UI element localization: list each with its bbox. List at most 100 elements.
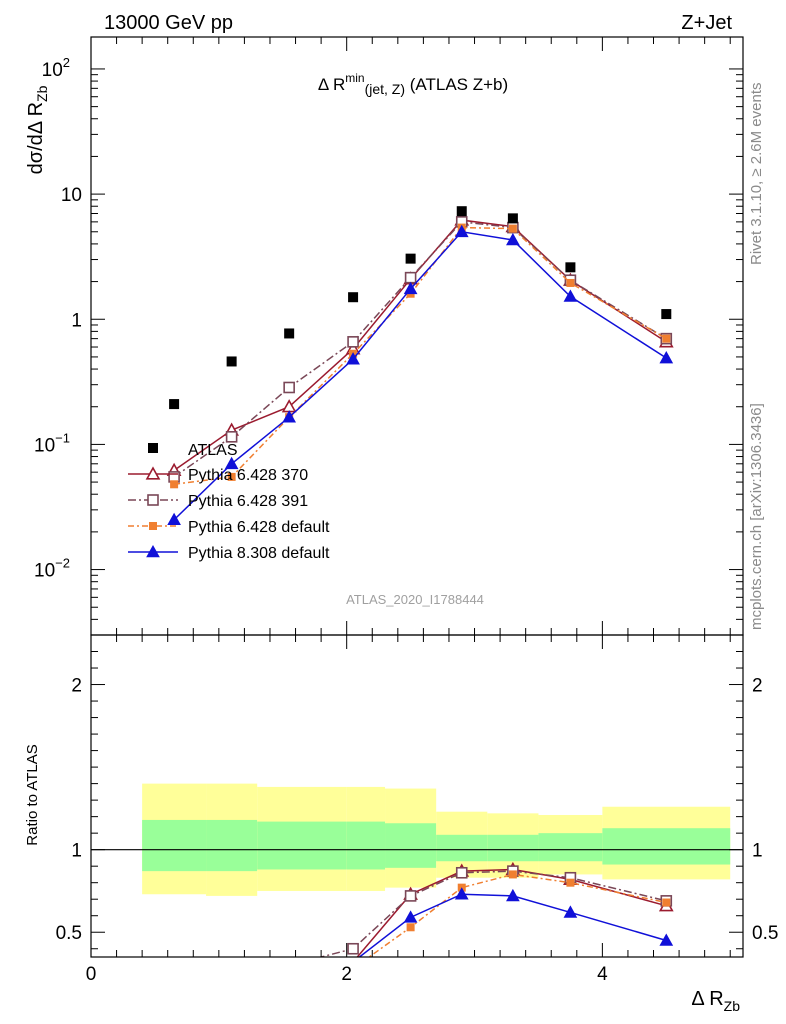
ratio-point — [662, 898, 671, 907]
band-inner-bin — [346, 821, 386, 870]
legend: ATLAS Pythia 6.428 370 Pythia 6.428 391 Pyt… — [128, 442, 330, 562]
series-point — [659, 350, 674, 364]
data-point — [348, 292, 359, 303]
ratio-point — [347, 942, 359, 955]
data-point — [405, 253, 416, 264]
plot-title-sub: (jet, Z) — [365, 81, 405, 97]
axis-ticks — [90, 37, 743, 957]
y-tick-label: 102 — [42, 55, 70, 81]
series-point — [282, 410, 297, 423]
data-point — [226, 356, 237, 367]
band-inner-bin — [206, 819, 258, 872]
ratio-point — [659, 933, 674, 946]
x-axis-label-sub: Zb — [724, 998, 741, 1014]
series-point — [167, 512, 181, 526]
ratio-point — [454, 887, 469, 900]
data-point — [456, 206, 467, 217]
header-right: Z+Jet — [681, 12, 732, 34]
band-inner-bin — [602, 828, 731, 865]
series-line — [173, 221, 667, 478]
legend-marker — [149, 522, 157, 530]
band-inner-bin — [538, 833, 603, 862]
ratio-y-tick-label-right: 1 — [752, 841, 763, 862]
ratio-point — [506, 888, 520, 902]
axis-tick-labels: 10−2 10−1 1 10 102 0 2 4 0.5 0.5 1 1 2 2 — [34, 55, 778, 985]
series-point — [563, 289, 578, 302]
ratio-y-axis-label: Ratio to ATLAS — [24, 744, 41, 845]
series-point — [170, 480, 179, 489]
band-inner-bin — [385, 823, 437, 868]
main-y-axis-label-main: dσ/dΔ R — [25, 102, 47, 174]
plot-title: Δ Rmin(jet, Z) (ATLAS Z+b) — [318, 71, 508, 97]
ratio-point — [403, 910, 418, 923]
ratio-uncertainty-bands — [142, 783, 731, 896]
legend-label: ATLAS — [188, 442, 238, 459]
legend-marker — [147, 494, 159, 506]
side-label-bottom: mcplots.cern.ch [arXiv:1306.3436] — [748, 403, 765, 630]
main-y-axis-label: dσ/dΔ RZb — [25, 85, 50, 174]
ratio-y-tick-label: 1 — [71, 841, 82, 862]
band-inner-bin — [487, 834, 539, 862]
y-tick-label: 10−1 — [34, 430, 70, 456]
analysis-watermark: ATLAS_2020_I1788444 — [346, 592, 484, 607]
series-point — [346, 352, 360, 365]
series-point — [404, 271, 417, 284]
series-point — [454, 224, 469, 238]
series-point — [283, 381, 295, 394]
ratio-y-tick-label: 0.5 — [56, 923, 82, 944]
x-tick-label: 2 — [341, 964, 352, 985]
series-point — [508, 224, 517, 233]
series-point — [347, 336, 359, 348]
ratio-point — [508, 870, 517, 879]
series-point — [662, 334, 671, 343]
ratio-y-tick-label: 2 — [71, 676, 82, 697]
band-inner-bin — [142, 819, 207, 872]
legend-label: Pythia 6.428 391 — [188, 493, 308, 510]
legend-marker — [148, 443, 158, 453]
side-label-top: Rivet 3.1.10, ≥ 2.6M events — [748, 83, 765, 266]
legend-marker — [145, 466, 161, 480]
main-series-group — [166, 212, 674, 526]
series-line — [174, 226, 667, 486]
ratio-point — [566, 878, 575, 887]
series-point — [224, 456, 239, 470]
ratio-y-tick-label-right: 2 — [752, 676, 763, 697]
ratio-series-group — [318, 861, 674, 957]
data-point — [565, 262, 576, 273]
series-line — [173, 219, 667, 472]
ratio-series-line — [358, 893, 667, 957]
atlas-data-points — [169, 206, 672, 410]
legend-marker — [146, 544, 160, 558]
y-tick-label: 1 — [71, 310, 82, 331]
data-point — [507, 213, 518, 224]
y-tick-label: 10 — [61, 185, 82, 206]
series-point — [506, 232, 520, 246]
legend-label: Pythia 6.428 370 — [188, 467, 308, 484]
series-point — [566, 278, 575, 287]
data-point — [169, 399, 180, 410]
plot-title-sup: min — [345, 71, 364, 85]
ratio-point — [455, 866, 468, 879]
band-inner-bin — [436, 834, 488, 862]
x-axis-label-main: Δ R — [691, 988, 723, 1010]
x-tick-label: 4 — [597, 964, 608, 985]
x-axis-label: Δ RZb — [691, 988, 740, 1014]
data-point — [284, 328, 295, 339]
series-point — [403, 281, 418, 295]
ratio-point — [404, 890, 417, 902]
band-inner-bin — [257, 821, 347, 870]
main-y-axis-label-sub: Zb — [34, 85, 50, 102]
ratio-frame — [90, 634, 744, 958]
plot-title-main: Δ R — [318, 75, 345, 94]
data-point — [661, 309, 672, 320]
ratio-y-tick-label-right: 0.5 — [752, 923, 778, 944]
x-tick-label: 0 — [86, 964, 97, 985]
ratio-point — [406, 923, 415, 932]
header-left: 13000 GeV pp — [104, 12, 233, 34]
plot-title-tail: (ATLAS Z+b) — [405, 75, 508, 94]
ratio-point — [563, 905, 578, 918]
legend-label: Pythia 8.308 default — [188, 545, 330, 562]
y-tick-label: 10−2 — [34, 556, 70, 582]
series-point — [225, 431, 238, 443]
